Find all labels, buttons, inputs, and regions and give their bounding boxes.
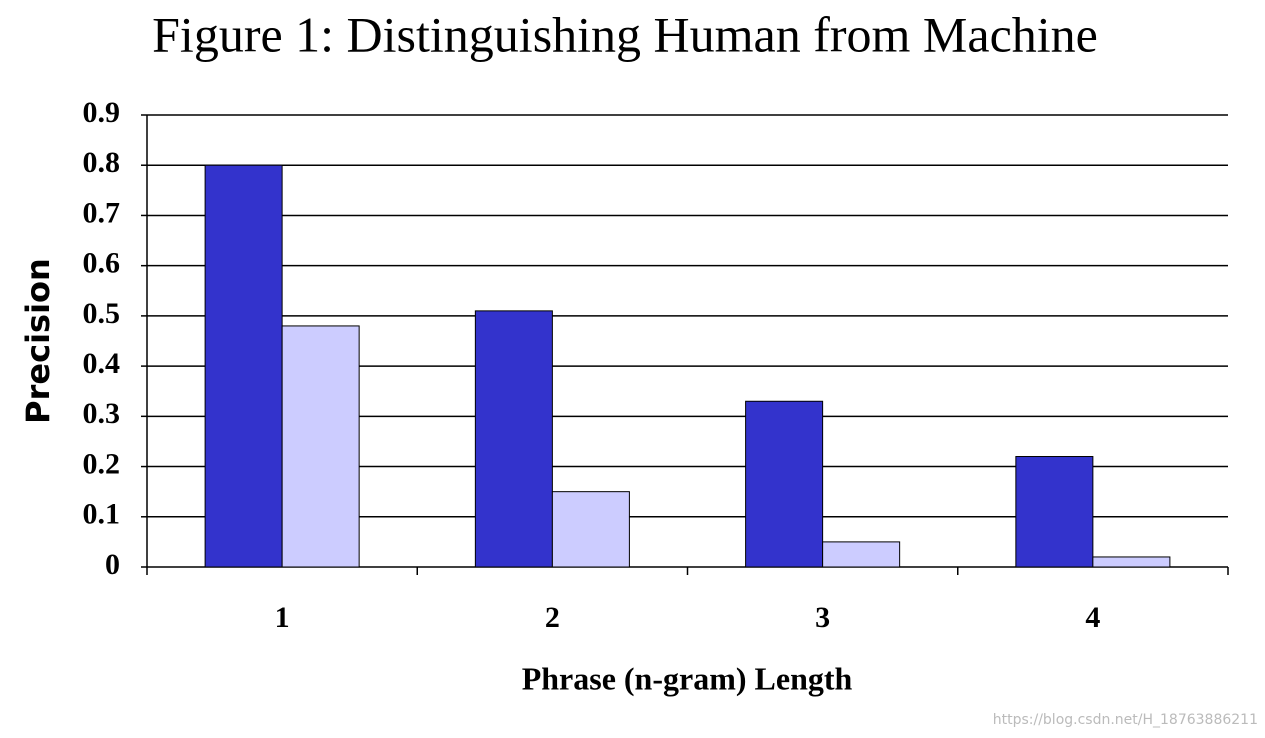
bar	[281, 325, 360, 568]
x-tick-label: 3	[815, 601, 830, 634]
bar	[822, 541, 901, 568]
y-tick-label: 0.8	[83, 146, 121, 179]
y-tick-label: 0.1	[83, 498, 121, 531]
y-tick-label: 0.9	[83, 96, 121, 129]
y-tick-label: 0.5	[83, 297, 121, 330]
bar	[474, 310, 553, 568]
y-tick-label: 0.3	[83, 397, 121, 430]
bar	[1015, 456, 1094, 568]
y-tick-label: 0	[105, 548, 120, 581]
y-tick-label: 0.6	[83, 247, 121, 280]
y-tick-label: 0.7	[83, 196, 121, 229]
x-tick-label: 4	[1085, 601, 1100, 634]
bar	[551, 491, 630, 568]
y-tick-label: 0.2	[83, 447, 121, 480]
x-tick-label: 2	[545, 601, 560, 634]
y-axis-label: Precision	[19, 258, 57, 424]
bar	[745, 400, 824, 568]
chart-title: Figure 1: Distinguishing Human from Mach…	[152, 6, 1098, 62]
watermark: https://blog.csdn.net/H_18763886211	[993, 712, 1258, 728]
x-axis-label: Phrase (n-gram) Length	[522, 660, 853, 696]
x-tick-label: 1	[275, 601, 290, 634]
y-tick-label: 0.4	[83, 347, 121, 380]
bar	[204, 164, 283, 568]
bar	[1092, 556, 1171, 568]
